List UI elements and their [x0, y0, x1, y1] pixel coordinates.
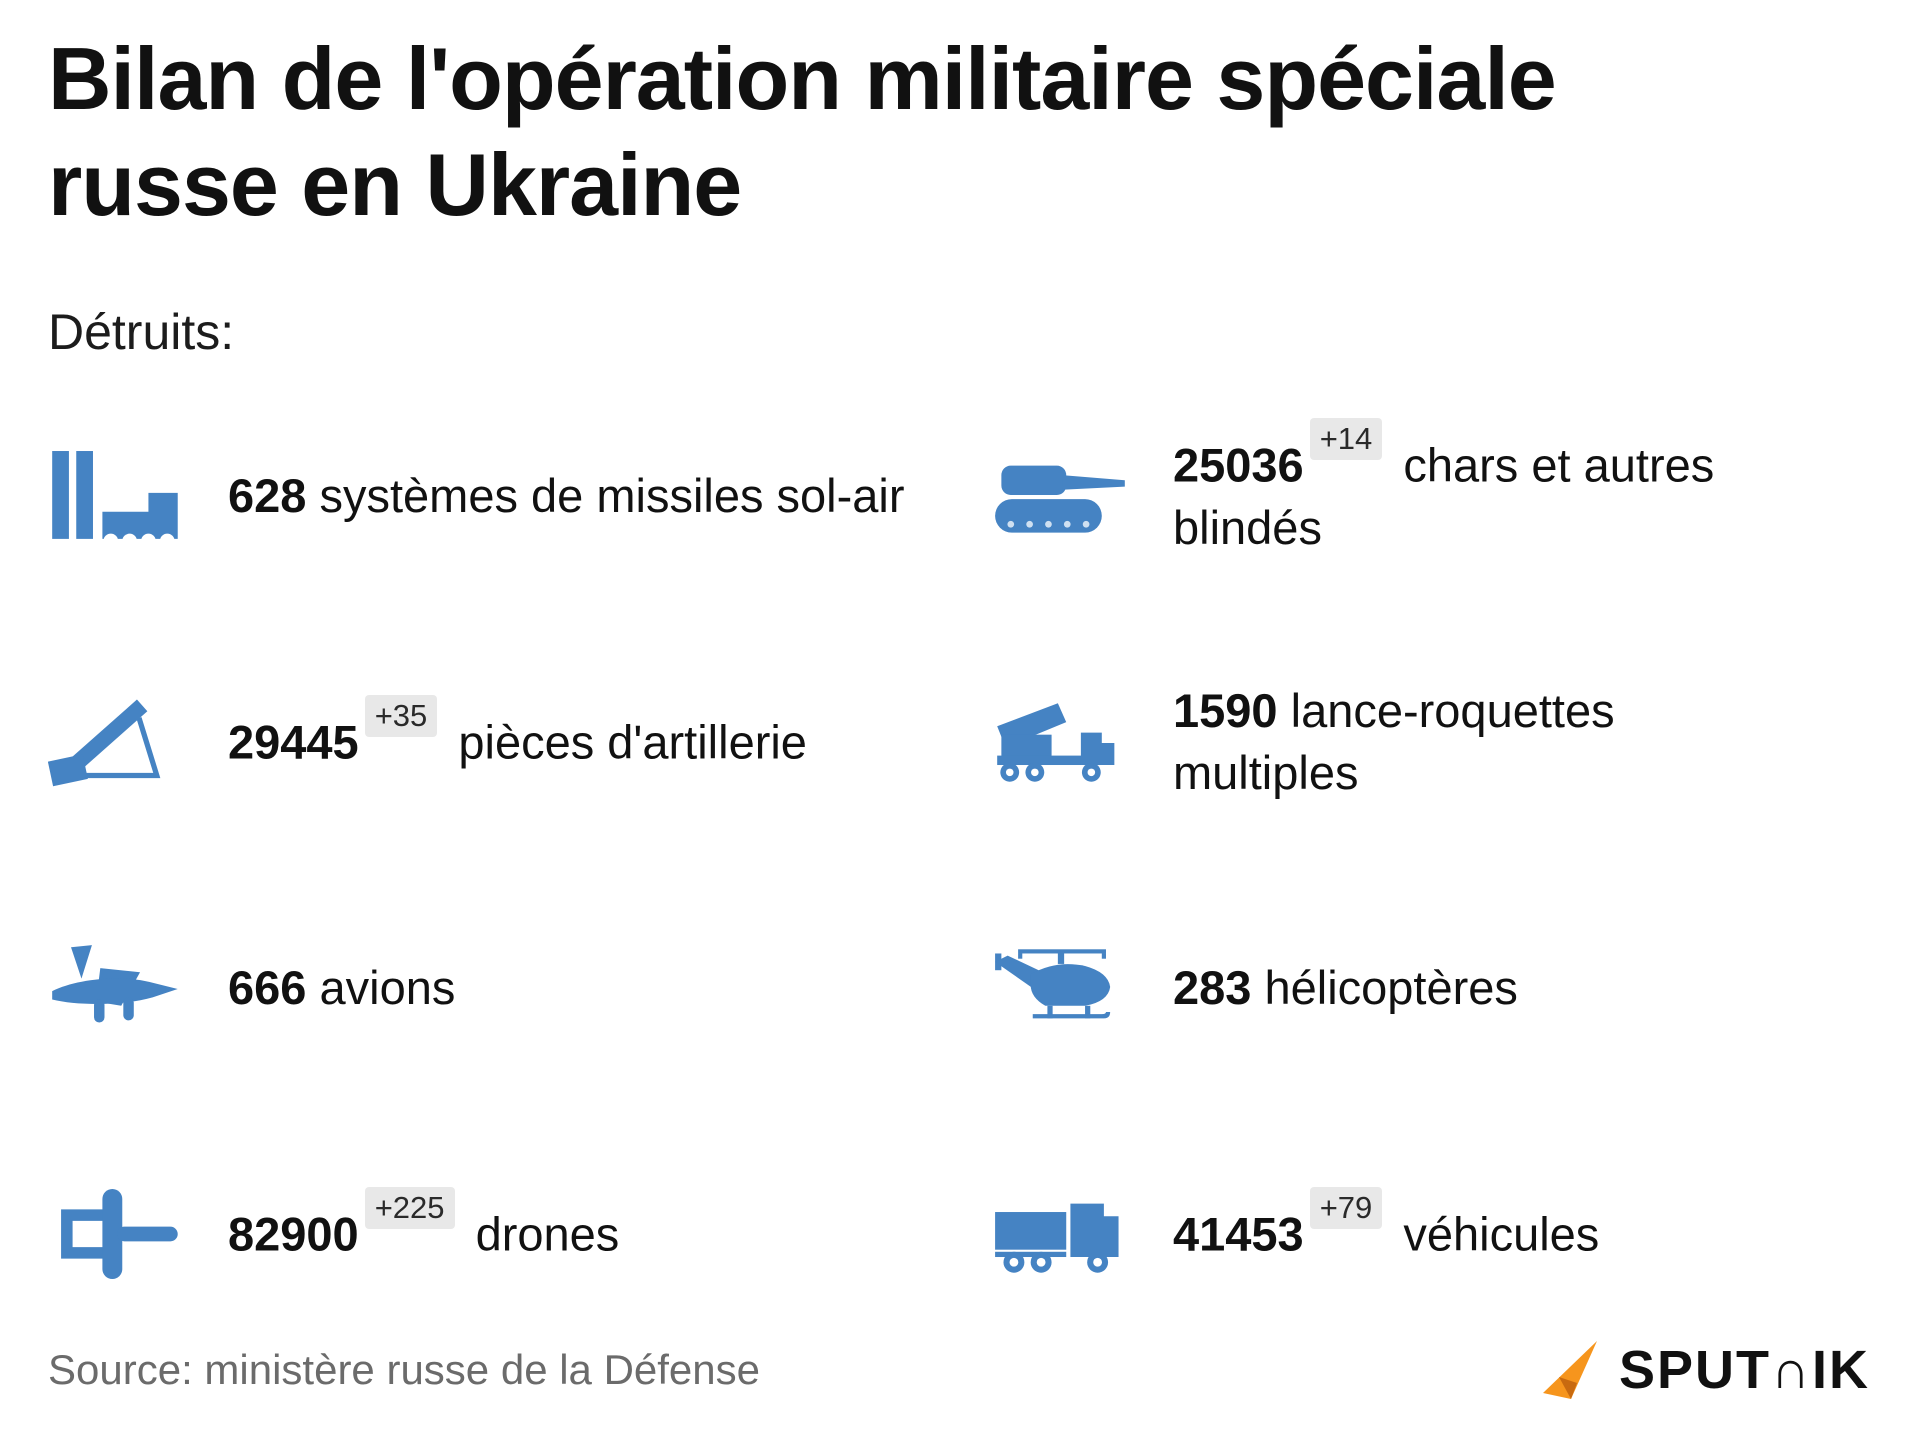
stat-delta-badge: +225 — [364, 1186, 455, 1230]
stat-value: 82900 — [228, 1207, 359, 1261]
cargo-truck-icon — [993, 1186, 1129, 1282]
stat-value: 25036 — [1173, 438, 1304, 492]
stat-label: lance-roquettes multiples — [1173, 684, 1615, 800]
stat-value: 1590 — [1173, 684, 1278, 738]
footer: Source: ministère russe de la Défense SP… — [48, 1337, 1870, 1403]
helicopter-icon — [993, 940, 1129, 1036]
stat-text: 283 hélicoptères — [1173, 957, 1518, 1019]
stats-grid: 628 systèmes de missiles sol-air 25036+1… — [48, 417, 1870, 1309]
stat-delta-badge: +14 — [1309, 417, 1383, 461]
stat-item-drones: 82900+225 drones — [48, 1159, 993, 1309]
stat-text: 628 systèmes de missiles sol-air — [228, 465, 905, 527]
stat-value: 29445 — [228, 715, 359, 769]
stat-value: 283 — [1173, 961, 1252, 1015]
sputnik-wordmark: SPUT∩IK — [1618, 1340, 1870, 1400]
stat-value: 666 — [228, 961, 307, 1015]
stat-delta-badge: +79 — [1309, 1186, 1383, 1230]
stat-item-tanks: 25036+14 chars et autres blindés — [993, 417, 1870, 571]
stat-value: 41453 — [1173, 1207, 1304, 1261]
stat-text: 41453+79 véhicules — [1173, 1186, 1600, 1266]
stat-label: chars et autres blindés — [1173, 438, 1715, 554]
page-title: Bilan de l'opération militaire spéciale … — [48, 29, 1557, 234]
stat-item-mlrs: 1590 lance-roquettes multiples — [993, 667, 1870, 817]
stat-item-vehicles: 41453+79 véhicules — [993, 1159, 1870, 1309]
artillery-icon — [48, 694, 184, 790]
sputnik-arrow-icon — [1542, 1341, 1597, 1399]
stat-text: 29445+35 pièces d'artillerie — [228, 694, 807, 774]
stat-text: 25036+14 chars et autres blindés — [1173, 417, 1748, 559]
tank-icon — [993, 448, 1129, 544]
stat-label: avions — [319, 961, 456, 1015]
stat-delta-badge: +35 — [364, 694, 438, 738]
sputnik-logo: SPUT∩IK — [1539, 1337, 1870, 1403]
stat-value: 628 — [228, 469, 307, 523]
stat-label: hélicoptères — [1264, 961, 1518, 1015]
stat-item-artillery: 29445+35 pièces d'artillerie — [48, 667, 993, 817]
stat-label: pièces d'artillerie — [458, 715, 807, 769]
stat-text: 82900+225 drones — [228, 1186, 620, 1266]
stat-item-helicopters: 283 hélicoptères — [993, 913, 1870, 1063]
subtitle-destroyed: Détruits: — [48, 304, 235, 361]
stat-text: 1590 lance-roquettes multiples — [1173, 680, 1748, 804]
stat-item-planes: 666 avions — [48, 913, 993, 1063]
sam-launcher-icon — [48, 448, 184, 545]
stat-label: systèmes de missiles sol-air — [319, 469, 905, 523]
mlrs-truck-icon — [993, 694, 1129, 790]
stat-label: drones — [475, 1207, 620, 1261]
stat-label: véhicules — [1403, 1207, 1600, 1261]
stat-item-sam-systems: 628 systèmes de missiles sol-air — [48, 421, 993, 571]
stat-text: 666 avions — [228, 957, 455, 1019]
drone-icon — [48, 1186, 184, 1282]
source-text: Source: ministère russe de la Défense — [48, 1346, 761, 1393]
fighter-jet-icon — [48, 940, 184, 1036]
